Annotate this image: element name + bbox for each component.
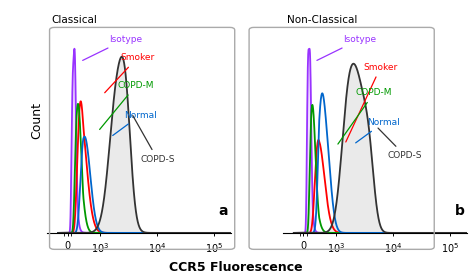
Text: COPD-S: COPD-S (378, 128, 422, 160)
Text: CCR5 Fluorescence: CCR5 Fluorescence (169, 261, 303, 274)
Y-axis label: Count: Count (30, 102, 43, 139)
Text: b: b (455, 204, 464, 218)
Text: COPD-M: COPD-M (338, 89, 392, 144)
Text: Smoker: Smoker (346, 63, 398, 142)
Text: Non-Classical: Non-Classical (287, 15, 357, 25)
Text: COPD-M: COPD-M (100, 81, 154, 130)
Text: Normal: Normal (113, 110, 157, 135)
Text: COPD-S: COPD-S (133, 116, 175, 164)
Text: Isotype: Isotype (83, 35, 142, 60)
Text: Classical: Classical (51, 15, 97, 25)
Text: a: a (219, 204, 228, 218)
Text: Normal: Normal (356, 118, 400, 143)
Text: Smoker: Smoker (105, 53, 154, 93)
Text: Isotype: Isotype (317, 35, 376, 60)
